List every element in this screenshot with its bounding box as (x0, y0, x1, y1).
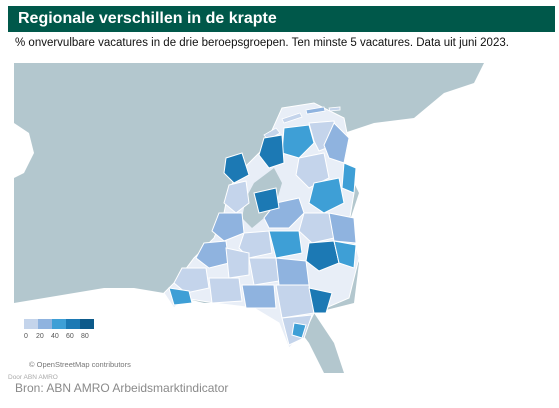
land-belgium (14, 288, 324, 373)
legend-swatch-1 (38, 319, 52, 329)
osm-attribution[interactable]: © OpenStreetMap contributors (29, 360, 131, 369)
legend-swatch-2 (52, 319, 66, 329)
legend-swatch-4 (80, 319, 94, 329)
legend-label-60: 60 (66, 333, 74, 340)
legend-label-40: 40 (51, 333, 59, 340)
page-title: Regionale verschillen in de krapte (18, 10, 277, 27)
map-container[interactable] (14, 63, 559, 373)
land-germany (314, 63, 559, 373)
wadden-islands (263, 106, 341, 141)
legend-label-80: 80 (81, 333, 89, 340)
title-bar: Regionale verschillen in de krapte (8, 6, 555, 32)
regions[interactable] (168, 120, 357, 346)
small-credit: Door ABN AMRO (8, 374, 58, 381)
legend-label-0: 0 (24, 333, 28, 340)
legend-label-20: 20 (36, 333, 44, 340)
subtitle: % onvervulbare vacatures in de drie bero… (15, 37, 509, 49)
source-note: Bron: ABN AMRO Arbeidsmarktindicator (15, 381, 229, 395)
legend-swatch-3 (66, 319, 80, 329)
legend-swatch-0 (24, 319, 38, 329)
legend: 0 20 40 60 80 (24, 319, 94, 347)
map-svg[interactable] (14, 63, 559, 373)
land-uk (14, 123, 34, 178)
